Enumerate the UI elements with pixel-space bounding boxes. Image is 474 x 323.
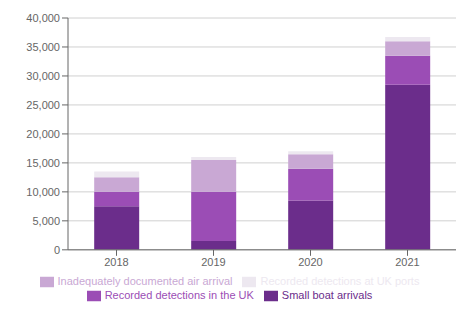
svg-text:40,000: 40,000 — [26, 12, 60, 24]
svg-text:5,000: 5,000 — [32, 215, 60, 227]
html-text:Recorded detections at UK port: Recorded detections at UK ports — [260, 274, 420, 287]
svg-text:35,000: 35,000 — [26, 41, 60, 53]
svg-text:20,000: 20,000 — [26, 128, 60, 140]
html-text:Small boat arrivals: Small boat arrivals — [281, 288, 373, 301]
svg-text:15,000: 15,000 — [26, 157, 60, 169]
svg-text:0: 0 — [54, 244, 60, 256]
svg-text:2021: 2021 — [395, 256, 419, 268]
html-text:Recorded detections in the UK: Recorded detections in the UK — [104, 288, 254, 301]
svg-text:2019: 2019 — [201, 256, 225, 268]
svg-text:2018: 2018 — [104, 256, 128, 268]
svg-text:10,000: 10,000 — [26, 186, 60, 198]
svg-text:30,000: 30,000 — [26, 70, 60, 82]
html-text:Inadequately documented air ar: Inadequately documented air arrival — [57, 274, 233, 287]
svg-text:25,000: 25,000 — [26, 99, 60, 111]
svg-text:2020: 2020 — [298, 256, 322, 268]
